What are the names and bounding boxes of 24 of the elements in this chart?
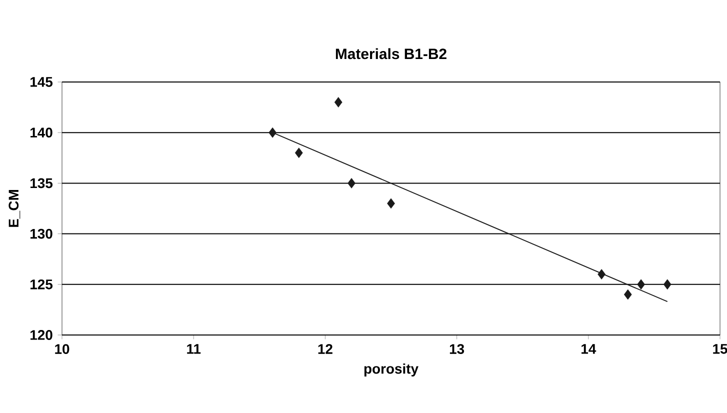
point xyxy=(387,198,395,209)
point xyxy=(663,279,672,290)
x-tick-label: 11 xyxy=(187,344,201,354)
y-tick-label: 120 xyxy=(30,330,52,340)
chart-title: Materials B1-B2 xyxy=(336,48,446,60)
y-tick-label: 135 xyxy=(30,178,53,188)
y-axis-title: E_CM xyxy=(8,190,20,227)
x-tick-label: 15 xyxy=(713,344,727,354)
x-tick-label: 14 xyxy=(582,344,596,354)
y-tick-label: 140 xyxy=(30,128,52,138)
y-tick-label: 130 xyxy=(30,228,52,239)
x-tick-label: 12 xyxy=(318,344,332,354)
y-tick-label: 145 xyxy=(30,77,53,87)
point xyxy=(348,178,356,188)
x-axis-title: porosity xyxy=(364,363,418,376)
point xyxy=(598,269,606,280)
x-tick-label: 13 xyxy=(450,344,464,354)
point xyxy=(334,97,342,108)
point xyxy=(624,289,632,300)
x-tick-label: 10 xyxy=(55,344,70,354)
point xyxy=(637,279,645,290)
point xyxy=(268,127,276,138)
point xyxy=(294,148,303,158)
y-tick-label: 125 xyxy=(30,279,53,290)
